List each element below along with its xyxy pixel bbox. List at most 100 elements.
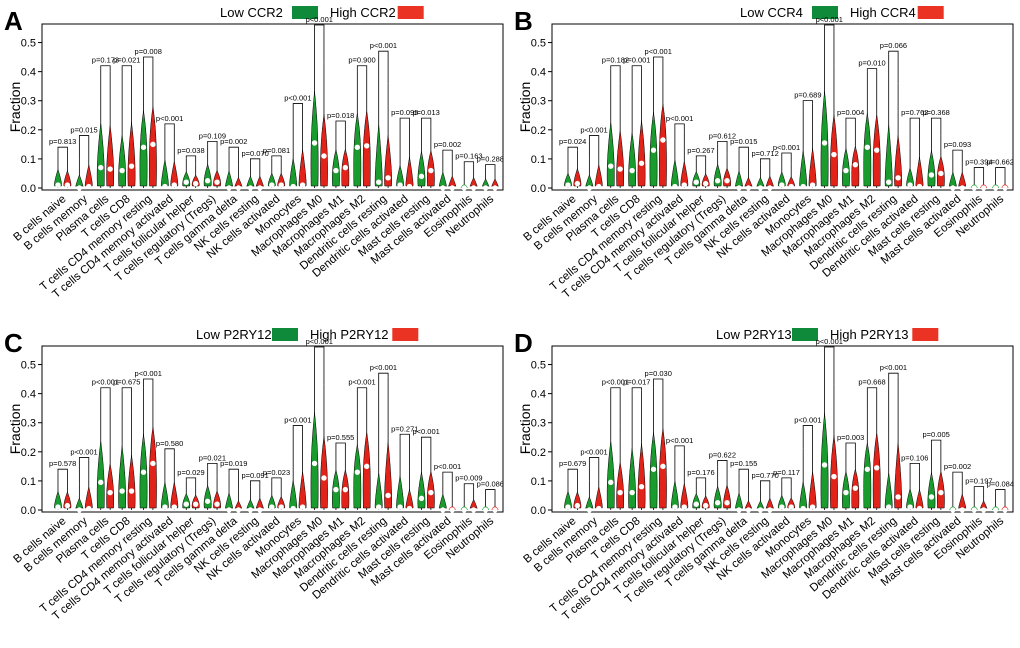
violin-median <box>757 507 764 513</box>
violin-median <box>565 182 571 188</box>
violin-high <box>637 390 646 510</box>
violin-median <box>886 179 892 185</box>
violin-low <box>267 158 276 188</box>
violin-high <box>573 150 582 188</box>
violin-body <box>915 157 924 187</box>
violin-body <box>820 91 829 187</box>
violin-median <box>257 185 263 191</box>
violin-median <box>788 504 794 510</box>
violin-body <box>332 149 340 187</box>
p-value-label: p=0.762 <box>901 108 928 117</box>
violin-high <box>426 126 435 188</box>
violin-body <box>863 443 872 509</box>
p-value-label: p=0.288 <box>477 155 504 164</box>
violin-median <box>895 175 901 181</box>
violin-median <box>809 182 816 188</box>
p-value-label: p=0.093 <box>944 140 971 149</box>
violin-body <box>246 498 255 509</box>
violin-body <box>606 441 615 509</box>
p-value-label: p<0.001 <box>284 416 311 425</box>
p-bracket <box>610 387 621 426</box>
violin-body <box>320 114 328 187</box>
p-bracket <box>567 146 578 159</box>
violin-high <box>84 460 93 512</box>
violin-low <box>756 164 765 191</box>
p-value-label: p=0.555 <box>327 433 354 442</box>
violin-median <box>617 489 623 496</box>
violin-low <box>649 65 658 188</box>
violin-median <box>650 466 657 472</box>
violin-body <box>616 130 625 187</box>
violin-median <box>586 507 593 513</box>
violin-median <box>385 492 391 499</box>
violin-median <box>128 488 135 494</box>
violin-median <box>565 504 571 510</box>
p-value-label: p=0.018 <box>327 111 354 120</box>
violin-high <box>106 428 115 510</box>
p-value-label: p=0.813 <box>49 137 76 146</box>
p-value-label: p=0.675 <box>113 378 140 387</box>
y-tick-label: 0.0 <box>21 183 36 195</box>
p-bracket <box>57 468 68 476</box>
violin-median <box>290 183 296 190</box>
violin-median <box>482 185 489 191</box>
violin-low <box>713 144 722 188</box>
violin-median <box>959 507 965 513</box>
violin-median <box>376 179 382 185</box>
violin-body <box>298 149 307 187</box>
violin-median <box>311 460 318 467</box>
p-value-label: p<0.001 <box>666 436 693 445</box>
y-tick-label: 0.5 <box>21 38 36 50</box>
violin-body <box>958 171 967 187</box>
violin-body <box>842 471 850 509</box>
violin-median <box>235 185 242 191</box>
violin-low <box>374 431 383 510</box>
violin-median <box>852 162 859 168</box>
violin-median <box>449 185 455 191</box>
violin-low <box>628 393 637 510</box>
violin-median <box>788 183 794 190</box>
violin-body <box>374 473 383 509</box>
violin-high <box>723 463 731 510</box>
violin-body <box>438 171 447 187</box>
p-bracket <box>271 155 282 159</box>
p-bracket <box>463 483 475 496</box>
violin-high <box>426 446 435 510</box>
p-value-label: p=0.117 <box>773 468 800 477</box>
p-bracket <box>442 471 453 499</box>
violin-high <box>872 71 881 188</box>
violin-median <box>354 469 361 475</box>
p-value-label: p=0.176 <box>687 468 714 477</box>
violin-median <box>226 507 232 513</box>
violin-median <box>800 183 806 190</box>
violin-body <box>75 174 84 187</box>
violin-low <box>417 440 426 510</box>
violin-body <box>884 473 893 509</box>
violin-low <box>671 126 679 190</box>
violin-low <box>139 387 148 510</box>
violin-median <box>745 507 752 513</box>
violin-median <box>278 504 284 510</box>
p-value-label: p=0.580 <box>156 439 183 448</box>
violin-low <box>96 68 105 188</box>
violin-body <box>628 448 637 509</box>
violin-median <box>971 185 977 191</box>
y-tick-label: 0.1 <box>531 476 546 488</box>
violin-high <box>255 161 264 191</box>
violin-median <box>162 183 168 190</box>
violin-median <box>724 178 730 184</box>
p-value-label: p=0.019 <box>220 459 247 468</box>
violin-high <box>680 132 689 188</box>
violin-median <box>235 507 242 513</box>
violin-high <box>851 446 860 510</box>
p-bracket <box>909 462 920 467</box>
violin-body <box>289 158 298 187</box>
y-tick-label: 0.3 <box>531 418 546 430</box>
y-tick-label: 0.1 <box>531 154 546 166</box>
p-value-label: p<0.001 <box>773 143 800 152</box>
p-value-label: p=0.662 <box>987 158 1014 167</box>
violin-high <box>851 124 860 188</box>
p-bracket <box>653 378 664 388</box>
violin-high <box>277 483 286 510</box>
violin-high <box>191 164 200 188</box>
